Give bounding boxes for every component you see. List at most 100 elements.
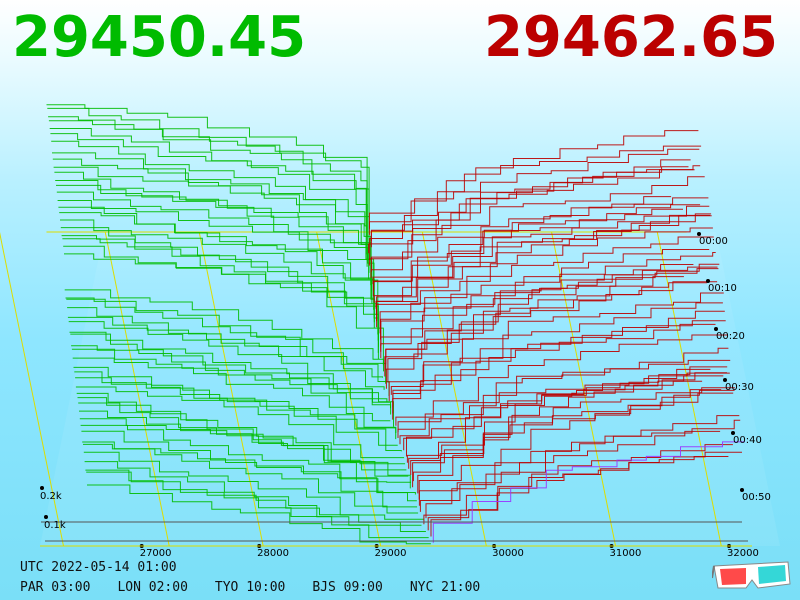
ask-depth-line (369, 169, 695, 260)
ask-depth-line (432, 441, 745, 543)
ask-depth-line (370, 176, 705, 272)
bid-depth-line (80, 424, 416, 495)
x-tick-label: 28000 (257, 548, 289, 559)
ask-depth-line (368, 148, 700, 235)
bid-depth-line (46, 104, 368, 230)
ask-depth-lines (368, 130, 745, 543)
bid-depth-line (86, 471, 429, 539)
bid-depth-line (48, 116, 370, 243)
bid-depth-line (51, 140, 368, 267)
ask-depth-line (418, 389, 722, 500)
bid-depth-line (60, 227, 379, 341)
volume-tick-mark (40, 486, 44, 490)
ask-depth-line (392, 310, 725, 408)
time-tick-label: 00:50 (742, 492, 771, 503)
ask-depth-line (392, 323, 716, 420)
utc-timestamp: UTC 2022-05-14 01:00 (20, 560, 177, 575)
bid-depth-line (57, 200, 375, 316)
bid-depth-line (54, 171, 372, 292)
ask-depth-line (376, 227, 713, 328)
ask-depth-line (410, 389, 735, 475)
bid-depth-line (64, 289, 384, 372)
time-tick-mark (714, 327, 718, 331)
x-tick-label: 27000 (140, 548, 172, 559)
bid-depth-line (76, 392, 406, 465)
time-tick-label: 00:10 (708, 283, 737, 294)
time-tick-mark (697, 232, 701, 236)
ask-depth-line (385, 263, 720, 371)
market-session-times: PAR 03:00 LON 02:00 TYO 10:00 BJS 09:00 NYC … (20, 580, 507, 595)
ask-depth-line (375, 213, 712, 315)
ask-depth-line (399, 359, 731, 445)
ask-depth-line (417, 380, 703, 494)
ask-depth-line (370, 196, 672, 278)
ask-depth-line (373, 205, 710, 303)
session-time: LON 02:00 (117, 580, 188, 595)
session-time: PAR 03:00 (20, 580, 91, 595)
x-tick-label: 32000 (727, 548, 759, 559)
bid-depth-line (79, 418, 411, 489)
ask-depth-line (376, 215, 712, 322)
ask-depth-line (384, 276, 684, 377)
bid-depth-line (53, 166, 372, 286)
bid-depth-line (65, 297, 383, 378)
ask-depth-line (385, 282, 708, 389)
bid-depth-line (62, 238, 379, 353)
price-grid-line (198, 231, 264, 547)
bid-depth-line (48, 120, 370, 249)
ask-depth-line (372, 197, 709, 297)
volume-tick-mark (44, 515, 48, 519)
price-grid-line (0, 231, 64, 547)
time-tick-label: 00:00 (699, 236, 728, 247)
bid-depth-line (59, 212, 375, 329)
ask-depth-line (375, 214, 711, 309)
ask-depth-line (372, 204, 701, 285)
bid-depth-line (67, 316, 390, 396)
ask-depth-line (370, 145, 702, 248)
ask-depth-line (418, 415, 740, 506)
bid-depth-line (78, 402, 409, 477)
ask-depth-line (395, 334, 728, 426)
x-tick-label: 29000 (375, 548, 407, 559)
bid-depth-line (71, 348, 394, 427)
bid-depth-line (50, 133, 368, 261)
bid-depth-line (84, 461, 422, 526)
ask-depth-line (390, 302, 723, 395)
price-grid-line (656, 231, 722, 547)
bid-depth-line (61, 235, 379, 347)
session-time: BJS 09:00 (312, 580, 383, 595)
time-tick-mark (706, 279, 710, 283)
x-tick-label: 31000 (610, 548, 642, 559)
session-time: NYC 21:00 (409, 580, 481, 595)
bid-depth-line (81, 430, 417, 502)
bid-depth-line (71, 345, 391, 422)
ask-depth-line (380, 252, 716, 346)
ask-depth-line (369, 130, 699, 229)
3d-glasses-icon[interactable] (712, 558, 792, 592)
ask-depth-line (380, 266, 718, 358)
bid-depth-line (55, 180, 372, 298)
bid-depth-line (83, 451, 424, 520)
ask-depth-line (412, 387, 735, 482)
ask-depth-line (385, 268, 719, 365)
bid-depth-line (72, 357, 397, 433)
ask-depth-line (427, 456, 729, 531)
price-grid-line (421, 231, 487, 547)
time-tick-label: 00:40 (733, 435, 762, 446)
floor-plane (40, 232, 780, 546)
ask-depth-line (380, 264, 694, 352)
bid-depth-line (56, 191, 375, 310)
grid-layer (0, 231, 780, 547)
ask-depth-line (406, 372, 730, 463)
bid-depth-line (49, 128, 367, 255)
bid-depth-line (63, 245, 379, 360)
ask-depth-line (397, 347, 729, 432)
ask-price: 29462.65 (483, 5, 778, 70)
ask-depth-line (388, 292, 724, 402)
bid-depth-line (70, 333, 392, 415)
ask-depth-line (368, 159, 691, 254)
ask-depth-line (379, 236, 714, 334)
ask-depth-line (425, 430, 721, 519)
time-tick-mark (731, 431, 735, 435)
